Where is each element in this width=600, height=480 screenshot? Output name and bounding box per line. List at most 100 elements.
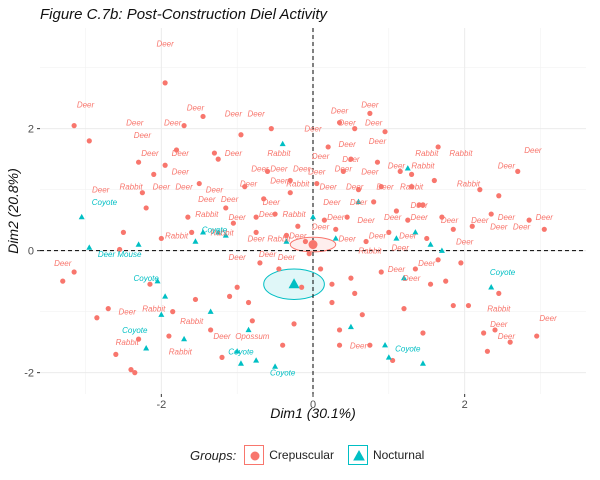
point-crepuscular [321,217,327,223]
point-nocturnal [234,348,241,354]
point-nocturnal [215,229,222,235]
point-label: Rabbit [142,305,166,314]
point-label: Rabbit [180,317,204,326]
point-label: Deer [327,213,345,222]
point-label: Deer [308,167,326,176]
point-crepuscular [105,306,111,312]
legend-key-nocturnal [347,445,368,465]
point-crepuscular [276,266,282,272]
point-nocturnal [488,284,495,290]
point-label: Rabbit [119,183,143,192]
point-crepuscular [245,299,252,306]
point-crepuscular [135,336,142,342]
point-label: Deer [392,244,410,253]
point-crepuscular [378,269,384,275]
point-label: Rabbit [487,305,511,314]
point-nocturnal [438,247,445,253]
point-crepuscular [306,251,312,257]
point-crepuscular [386,229,392,235]
legend-crepuscular-marker [250,451,260,461]
point-crepuscular [359,312,365,318]
point-label: Deer [198,195,216,204]
point-label: Deer [153,183,171,192]
point-nocturnal [393,235,400,241]
point-label: Rabbit [457,180,481,189]
point-crepuscular [374,159,381,165]
point-nocturnal [310,213,316,220]
point-label: Rabbit [449,149,473,158]
point-label: Deer [54,259,72,268]
point-nocturnal [158,311,165,317]
point-label: Deer [361,100,379,109]
point-crepuscular [60,278,66,284]
point-label: Deer [187,103,205,112]
point-label: Deer [388,265,406,274]
point-nocturnal [237,360,244,366]
point-nocturnal [181,335,188,342]
point-label: Deer [357,216,375,225]
point-crepuscular [268,126,274,132]
point-labels: Deer Deer Deer Deer Deer Deer Deer Deer Deer Deer… [54,39,557,377]
point-label: Deer [289,231,307,240]
point-label: Deer [119,308,137,317]
point-crepuscular [253,229,259,235]
point-label: Deer [213,332,231,341]
point-label: Rabbit [116,338,140,347]
point-label: Deer [175,183,193,192]
point-nocturnal [86,244,93,250]
point-crepuscular [170,309,176,315]
point-crepuscular [363,238,369,245]
point-nocturnal [347,323,354,330]
point-label: Coyote [270,369,296,378]
legend: Groups: Crepuscular Nocturnal [190,442,438,468]
point-label: Deer [172,149,190,158]
point-nocturnal [283,238,290,244]
point-crepuscular [348,156,354,162]
point-label: Coyote [122,326,148,335]
point-label: Coyote [228,347,254,356]
point-label: Rabbit [169,347,193,356]
x-axis-label: Dim1 (30.1%) [270,405,356,421]
point-label: Deer [410,201,428,210]
point-label: Deer [141,149,159,158]
point-crepuscular [450,226,456,232]
point-crepuscular [226,293,233,299]
point-crepuscular [314,180,320,187]
point-nocturnal [207,308,214,314]
point-label: Deer [490,320,508,329]
point-crepuscular [181,123,187,129]
chart-title: Figure C.7b: Post-Construction Diel Acti… [40,6,328,23]
point-label: Deer [126,119,144,128]
point-label: Deer [403,274,421,283]
point-crepuscular [336,327,343,333]
point-nocturnal [200,229,207,235]
point-label: Deer [228,213,246,222]
point-label: Deer [338,119,356,128]
point-crepuscular [230,220,236,226]
point-crepuscular [401,306,407,312]
point-crepuscular [507,339,513,345]
point-crepuscular [515,168,521,174]
point-label: Rabbit [195,210,219,219]
legend-label-nocturnal: Nocturnal [372,448,425,462]
point-label: Deer [338,140,356,149]
point-label: Deer [270,164,288,173]
point-label: Deer [331,106,349,115]
point-label: Deer [247,109,265,118]
point-crepuscular [192,296,199,303]
point-label: Rabbit [415,149,439,158]
point-label: Deer [172,167,190,176]
point-label: Deer [539,314,557,323]
y-tick-label: -2 [24,368,34,380]
point-crepuscular [242,184,248,190]
point-crepuscular [408,184,415,190]
point-label: Deer [350,198,368,207]
point-crepuscular [534,333,540,339]
point-label: Deer [365,119,383,128]
point-label: Deer [418,259,436,268]
point-crepuscular [86,138,92,144]
point-crepuscular [261,196,267,202]
point-crepuscular [336,119,343,126]
point-label: Rabbit [286,180,310,189]
point-crepuscular [412,266,418,272]
